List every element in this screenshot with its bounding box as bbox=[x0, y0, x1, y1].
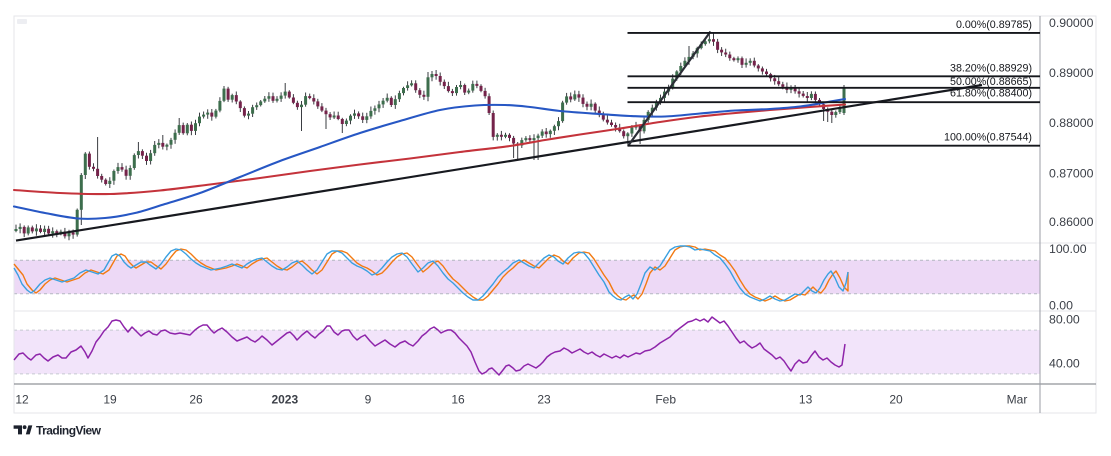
svg-text:0.89000: 0.89000 bbox=[1049, 66, 1094, 80]
svg-text:13: 13 bbox=[799, 393, 813, 407]
svg-text:19: 19 bbox=[103, 393, 117, 407]
svg-text:TradingView: TradingView bbox=[36, 424, 102, 438]
svg-text:9: 9 bbox=[365, 393, 372, 407]
svg-text:61.80%(0.88400): 61.80%(0.88400) bbox=[950, 88, 1032, 100]
svg-text:40.00: 40.00 bbox=[1049, 356, 1080, 370]
svg-text:12: 12 bbox=[15, 393, 29, 407]
svg-text:20: 20 bbox=[889, 393, 903, 407]
svg-text:0.00: 0.00 bbox=[1049, 298, 1073, 312]
svg-text:0.00%(0.89785): 0.00%(0.89785) bbox=[956, 19, 1032, 31]
svg-text:2023: 2023 bbox=[271, 393, 298, 407]
svg-text:Mar: Mar bbox=[1007, 393, 1028, 407]
svg-text:100.00%(0.87544): 100.00%(0.87544) bbox=[944, 131, 1032, 143]
svg-text:16: 16 bbox=[451, 393, 465, 407]
svg-text:100.00: 100.00 bbox=[1049, 242, 1087, 256]
svg-text:50.00%(0.88665): 50.00%(0.88665) bbox=[950, 76, 1032, 88]
svg-text:Feb: Feb bbox=[655, 393, 676, 407]
svg-text:0.87000: 0.87000 bbox=[1049, 167, 1094, 181]
svg-text:0.86000: 0.86000 bbox=[1049, 215, 1094, 229]
svg-text:26: 26 bbox=[189, 393, 203, 407]
svg-text:38.20%(0.88929): 38.20%(0.88929) bbox=[950, 62, 1032, 74]
svg-text:0.90000: 0.90000 bbox=[1049, 16, 1094, 30]
svg-text:0.88000: 0.88000 bbox=[1049, 116, 1094, 130]
svg-text:80.00: 80.00 bbox=[1049, 313, 1080, 327]
svg-text:23: 23 bbox=[537, 393, 551, 407]
